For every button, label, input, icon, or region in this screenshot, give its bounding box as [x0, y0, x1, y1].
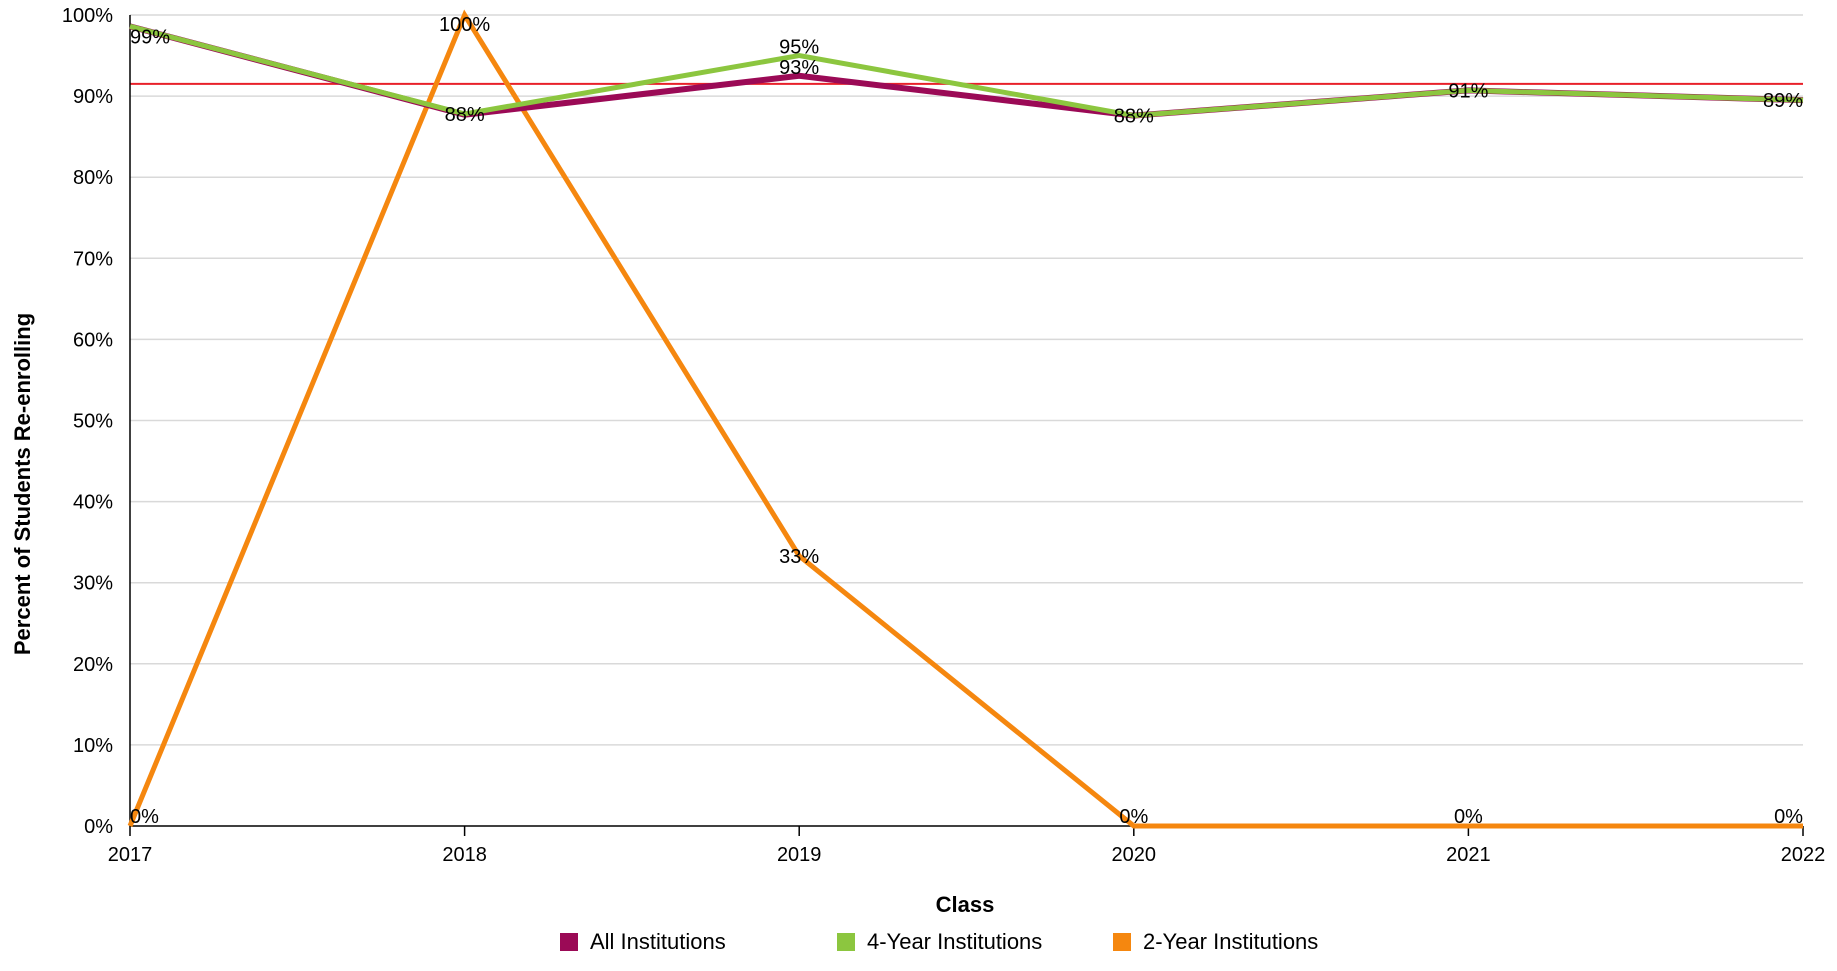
- legend-label: 4-Year Institutions: [867, 929, 1042, 954]
- data-label: 0%: [1454, 806, 1483, 828]
- legend-swatch: [837, 933, 855, 951]
- legend-label: 2-Year Institutions: [1143, 929, 1318, 954]
- y-tick-label: 20%: [73, 654, 113, 676]
- y-tick-label: 100%: [62, 5, 113, 27]
- data-labels: 93% 99% 88% 95% 88% 91% 89% 0% 100% 33% 0% 0% 0%: [130, 14, 1803, 828]
- series-line: [127, 9, 1803, 829]
- axes: 0% 10% 20% 30% 40% 50% 60% 70% 80% 90% 100% 2017 201…: [62, 5, 1825, 866]
- data-label: 100%: [439, 14, 490, 36]
- y-axis-title: Percent of Students Re-enrolling: [10, 313, 35, 655]
- x-tick-label: 2019: [777, 844, 822, 866]
- x-axis-title: Class: [936, 892, 995, 917]
- series-lines: [127, 9, 1804, 829]
- data-label: 99%: [130, 26, 170, 48]
- data-label: 0%: [1774, 806, 1803, 828]
- x-tick-label: 2018: [442, 844, 487, 866]
- data-label: 0%: [130, 806, 159, 828]
- x-tick-label: 2020: [1112, 844, 1157, 866]
- legend: All Institutions 4-Year Institutions 2-Yea…: [560, 929, 1318, 954]
- x-tick-label: 2021: [1446, 844, 1491, 866]
- data-label: 88%: [1114, 106, 1154, 128]
- y-tick-label: 70%: [73, 248, 113, 270]
- gridlines: [130, 14, 1803, 746]
- legend-item: All Institutions: [560, 929, 726, 954]
- y-tick-label: 40%: [73, 492, 113, 514]
- series-line: [129, 23, 1804, 119]
- y-tick-label: 80%: [73, 167, 113, 189]
- data-label: 93%: [779, 57, 819, 79]
- legend-item: 4-Year Institutions: [837, 929, 1042, 954]
- y-tick-label: 60%: [73, 329, 113, 351]
- data-label: 95%: [779, 37, 819, 59]
- y-tick-label: 10%: [73, 735, 113, 757]
- data-label: 91%: [1448, 80, 1488, 102]
- x-tick-label: 2022: [1781, 844, 1826, 866]
- legend-item: 2-Year Institutions: [1113, 929, 1318, 954]
- y-tick-label: 90%: [73, 86, 113, 108]
- series-line: [129, 23, 1804, 119]
- data-label: 33%: [779, 546, 819, 568]
- y-tick-label: 0%: [84, 816, 113, 838]
- x-tick-label: 2017: [108, 844, 153, 866]
- data-label: 0%: [1119, 806, 1148, 828]
- legend-swatch: [1113, 933, 1131, 951]
- data-label: 88%: [445, 104, 485, 126]
- y-tick-label: 30%: [73, 573, 113, 595]
- legend-swatch: [560, 933, 578, 951]
- data-label: 89%: [1763, 90, 1803, 112]
- legend-label: All Institutions: [590, 929, 726, 954]
- y-tick-label: 50%: [73, 411, 113, 433]
